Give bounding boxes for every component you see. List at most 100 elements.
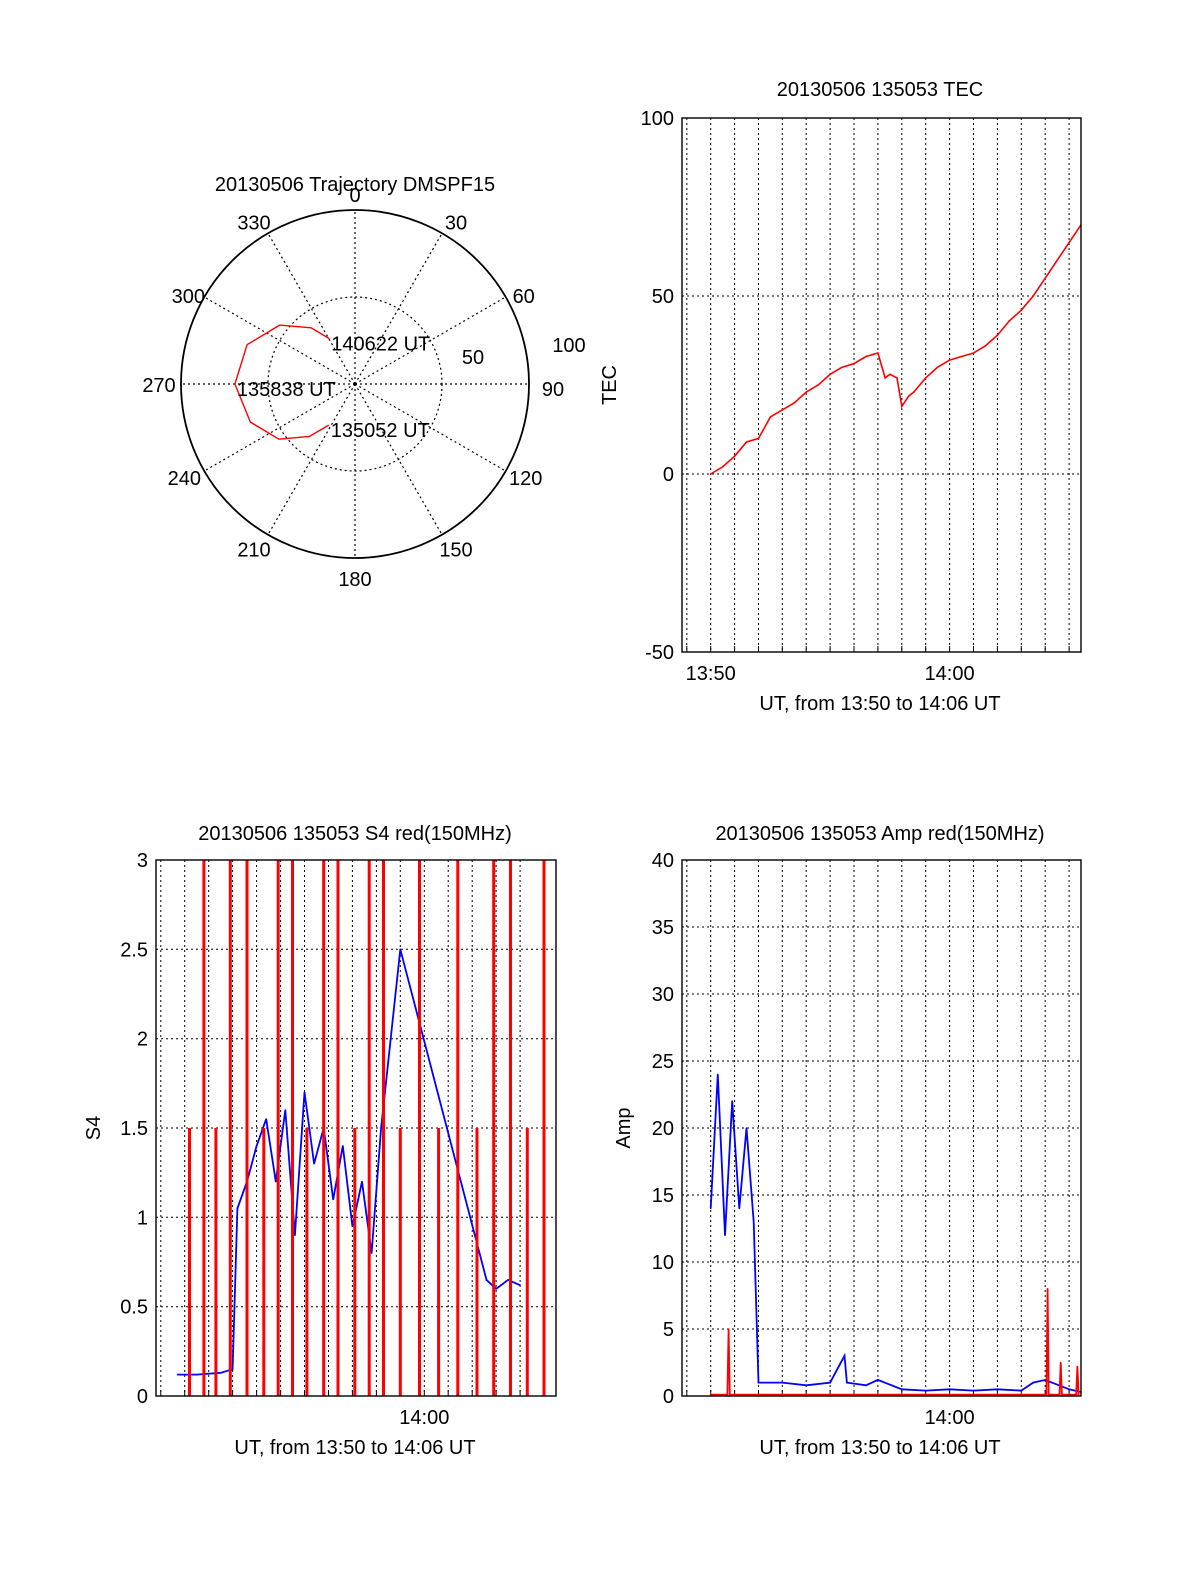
s4-ytick-label: 3 (137, 850, 148, 872)
polar-azimuth-label-150: 150 (439, 540, 472, 562)
amp-series-amp-red-point (752, 1393, 755, 1396)
amp-series-amp-red-point (729, 1393, 731, 1396)
tec-ytick-label: -50 (645, 642, 674, 664)
amp-series-amp-blue-point (724, 1234, 726, 1236)
amp-series-amp-red (710, 1288, 1080, 1396)
polar-ring-50 (267, 296, 443, 472)
polar-spoke-60 (354, 296, 506, 385)
tec-series-tec-point (908, 394, 910, 397)
s4-series-s4-blue-point (519, 1284, 521, 1286)
s4-series-s4-blue-point (255, 1145, 258, 1147)
polar-azimuth-label-120: 120 (509, 468, 542, 490)
amp-ytick-label: 0 (663, 1386, 674, 1408)
s4-xtick-label: 14:00 (399, 1407, 449, 1429)
amp-ytick-label: 25 (652, 1051, 674, 1073)
s4-series-s4-blue-point (342, 1145, 344, 1147)
s4-ytick-label: 2 (137, 1029, 148, 1051)
amp-series-amp-red-point (1046, 1288, 1049, 1290)
s4-series-s4-blue-point (389, 1037, 392, 1040)
polar-azimuth-label-330: 330 (237, 212, 270, 234)
trajectory-time-label: 135838 UT (237, 379, 336, 401)
s4-series-s4-blue-point (275, 1180, 277, 1183)
s4-series-s4-blue-point (399, 948, 402, 951)
amp-frame (681, 859, 1082, 1397)
amp-series-amp-blue-point (738, 1207, 741, 1210)
tec-ytick-label: 100 (641, 108, 674, 130)
tec-series-tec-point (913, 391, 915, 393)
tec-series-tec-point (745, 441, 748, 443)
polar-azimuth-label-60: 60 (513, 286, 535, 308)
s4-ytick-label: 2.5 (120, 939, 148, 961)
amp-series-amp-red-point (1076, 1365, 1079, 1368)
s4-ylabel: S4 (83, 1116, 105, 1140)
s4-series-s4-blue-point (507, 1279, 509, 1281)
tec-ytick-label: 0 (663, 464, 674, 486)
s4-series-s4-blue-point (303, 1091, 306, 1094)
amp-ytick-label: 40 (652, 850, 674, 872)
amp-ytick-label: 35 (652, 917, 674, 939)
amp-title: 20130506 135053 Amp red(150MHz) (715, 823, 1044, 845)
tec-ytick-label: 50 (652, 286, 674, 308)
tec-series-tec-point (996, 334, 999, 337)
polar-spoke-150 (354, 383, 443, 535)
amp-ytick-label: 10 (652, 1252, 674, 1274)
tec-series-tec-point (960, 355, 963, 358)
amp-series-amp-blue-point (709, 1207, 712, 1210)
polar-azimuth-label-270: 270 (142, 375, 175, 397)
s4-series-s4-blue-point (195, 1373, 198, 1376)
amp-series-amp-blue-point (717, 1073, 719, 1076)
amp-ytick-label: 30 (652, 984, 674, 1006)
amp-series-amp-red-point (1045, 1393, 1048, 1396)
polar-radial-label-100: 100 (552, 335, 585, 357)
amp-series-amp-blue (709, 1074, 1081, 1393)
tec-xlabel: UT, from 13:50 to 14:06 UT (759, 693, 1000, 715)
amp-series-amp-blue-point (901, 1388, 903, 1391)
amp-series-amp-blue-point (805, 1384, 807, 1387)
s4-series-s4-blue-point (231, 1368, 234, 1370)
tec-series-tec-point (793, 402, 796, 404)
tec-title: 20130506 135053 TEC (777, 79, 983, 101)
polar-spoke-210 (267, 383, 356, 535)
amp-series-amp-blue-point (924, 1389, 927, 1392)
tec-series-tec-point (1020, 309, 1023, 312)
polar-spoke-330 (267, 233, 356, 385)
tec-series-tec-point (805, 391, 807, 393)
tec-series-tec-point (769, 416, 772, 418)
tec-series-tec-point (841, 366, 843, 369)
s4-plot: 20130506 135053 S4 red(150MHz) S4 UT, fr… (83, 823, 557, 1459)
s4-series-s4-blue-point (495, 1288, 497, 1290)
tec-ylabel: TEC (599, 365, 621, 405)
s4-series-s4-blue-point (351, 1225, 354, 1228)
tec-series-tec-point (924, 377, 927, 379)
s4-ytick-label: 0.5 (120, 1297, 148, 1319)
amp-series-amp-blue-point (843, 1355, 846, 1357)
s4-title: 20130506 135053 S4 red(150MHz) (198, 823, 512, 845)
amp-series-amp-blue-point (829, 1381, 831, 1384)
polar-spoke-30 (354, 233, 443, 385)
amp-series-amp-red-point (726, 1393, 729, 1396)
tec-series-tec-point (877, 352, 879, 354)
s4-frame (155, 859, 557, 1397)
tec-series-tec-point (1056, 259, 1058, 262)
amp-series-amp-red-point (727, 1328, 730, 1330)
amp-series-amp-blue-point (752, 1221, 755, 1223)
tec-series-tec-point (1032, 295, 1034, 297)
trajectory-plot: 20130506 Trajectory DMSPF15 0 30 60 90 120 15… (142, 174, 585, 591)
s4-series-s4-blue (177, 949, 521, 1376)
polar-azimuth-label-90: 90 (542, 379, 564, 401)
tec-series-tec-point (972, 352, 975, 354)
amp-series-amp-blue-point (1020, 1389, 1023, 1392)
tec-series-tec-point (984, 345, 987, 347)
amp-series-amp-red-point (1077, 1393, 1080, 1396)
amp-series-amp-red-point (1061, 1393, 1063, 1396)
tec-series-tec-point (896, 377, 898, 379)
amp-series-amp-blue-point (731, 1100, 733, 1102)
amp-ytick-label: 15 (652, 1185, 674, 1207)
s4-series-s4-blue-point (176, 1373, 179, 1376)
amp-ytick-label: 20 (652, 1118, 674, 1140)
s4-ytick-label: 0 (137, 1386, 148, 1408)
tec-plot: 20130506 135053 TEC TEC UT, from 13:50 t… (599, 79, 1082, 715)
amp-series-amp-blue-point (972, 1389, 975, 1392)
